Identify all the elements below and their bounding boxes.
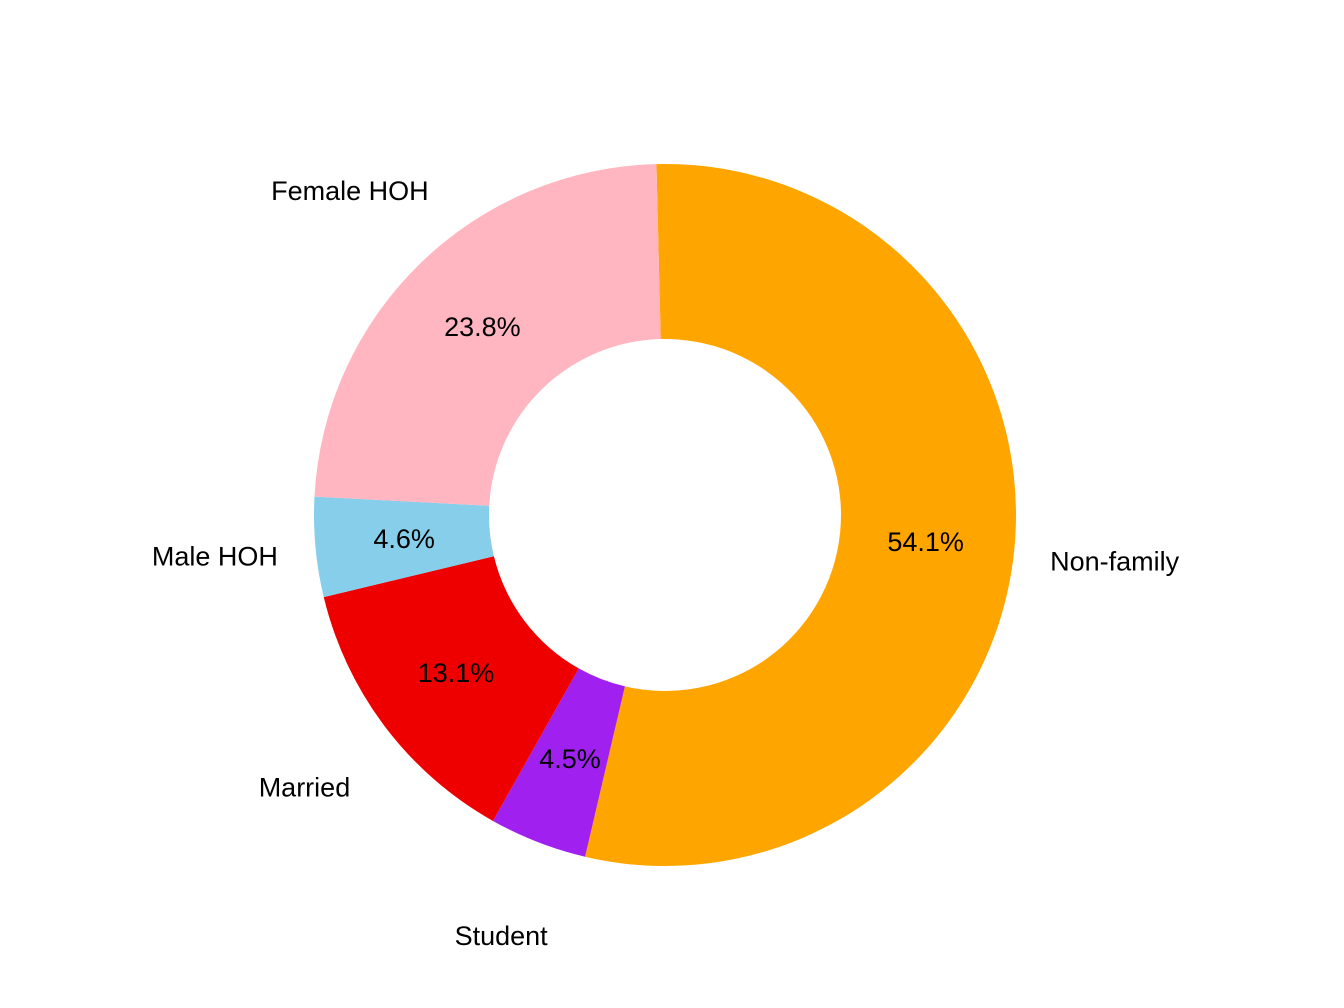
percent-label-student: 4.5% <box>539 744 601 774</box>
category-label-male-hoh: Male HOH <box>152 541 278 571</box>
percent-label-male-hoh: 4.6% <box>373 524 435 554</box>
slice-female-hoh <box>314 164 661 506</box>
category-label-female-hoh: Female HOH <box>271 176 429 206</box>
category-label-student: Student <box>455 921 549 951</box>
slice-male-hoh <box>313 496 494 598</box>
percent-label-female-hoh: 23.8% <box>444 312 521 342</box>
category-labels-group: Non-family Student Married Male HOH Female H… <box>152 176 1180 951</box>
category-label-non-family: Non-family <box>1050 546 1180 576</box>
slices-group <box>313 164 1016 866</box>
slice-non-family <box>585 164 1016 866</box>
percent-labels-group: 54.1% 4.5% 13.1% 4.6% 23.8% <box>373 312 964 774</box>
slice-married <box>323 556 579 821</box>
slice-student <box>492 668 625 857</box>
percent-label-married: 13.1% <box>418 658 495 688</box>
percent-label-non-family: 54.1% <box>887 527 964 557</box>
category-label-married: Married <box>259 773 351 803</box>
